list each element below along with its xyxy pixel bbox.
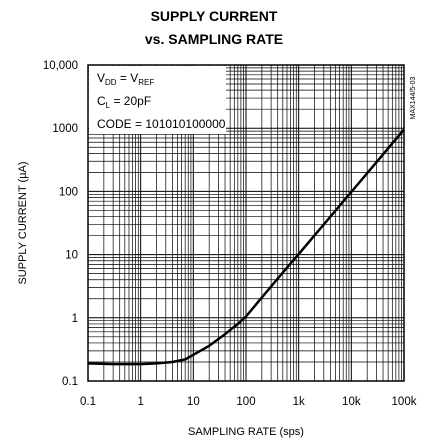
- x-tick-label: 100: [236, 396, 255, 408]
- ann-v-mid: = V: [117, 71, 139, 85]
- annotation-cl: CL = 20pF: [97, 94, 151, 110]
- annotation-vdd: VDD = VREF: [97, 71, 154, 87]
- plot-frame: [87, 64, 405, 382]
- x-tick-labels: 0.1 1 10 100 1k 10k 100k: [80, 396, 417, 408]
- annotation-code: CODE = 101010100000: [97, 117, 226, 131]
- ann-v-sub-dd: DD: [105, 78, 117, 87]
- annotation-box: [89, 66, 226, 134]
- y-tick-label: 10,000: [43, 60, 78, 72]
- series-line: [87, 128, 405, 366]
- chart-title-line2: vs. SAMPLING RATE: [144, 31, 284, 47]
- y-tick-label: 1: [72, 313, 78, 325]
- ann-c-rest: = 20pF: [110, 94, 151, 108]
- x-tick-label: 100k: [392, 396, 417, 408]
- figure-code: MAX144/5-03: [410, 76, 417, 119]
- ann-c-main: C: [97, 94, 106, 108]
- y-tick-label: 1000: [52, 123, 78, 135]
- y-tick-labels: 0.1 1 10 100 1000 10,000: [43, 60, 78, 388]
- y-tick-label: 0.1: [62, 376, 78, 388]
- x-tick-label: 1: [137, 396, 143, 408]
- chart-title-line1: SUPPLY CURRENT: [150, 8, 278, 24]
- x-tick-label: 0.1: [80, 396, 96, 408]
- ann-c-sub: L: [106, 101, 111, 110]
- x-tick-label: 1k: [293, 396, 305, 408]
- x-tick-label: 10: [187, 396, 200, 408]
- y-tick-label: 10: [65, 250, 78, 262]
- y-axis-label: SUPPLY CURRENT (µA): [17, 161, 29, 284]
- x-tick-label: 10k: [342, 396, 361, 408]
- ann-v-sub-ref: REF: [138, 78, 154, 87]
- ann-v-main: V: [97, 71, 105, 85]
- x-axis-label: SAMPLING RATE (sps): [188, 426, 304, 438]
- y-tick-label: 100: [59, 186, 78, 198]
